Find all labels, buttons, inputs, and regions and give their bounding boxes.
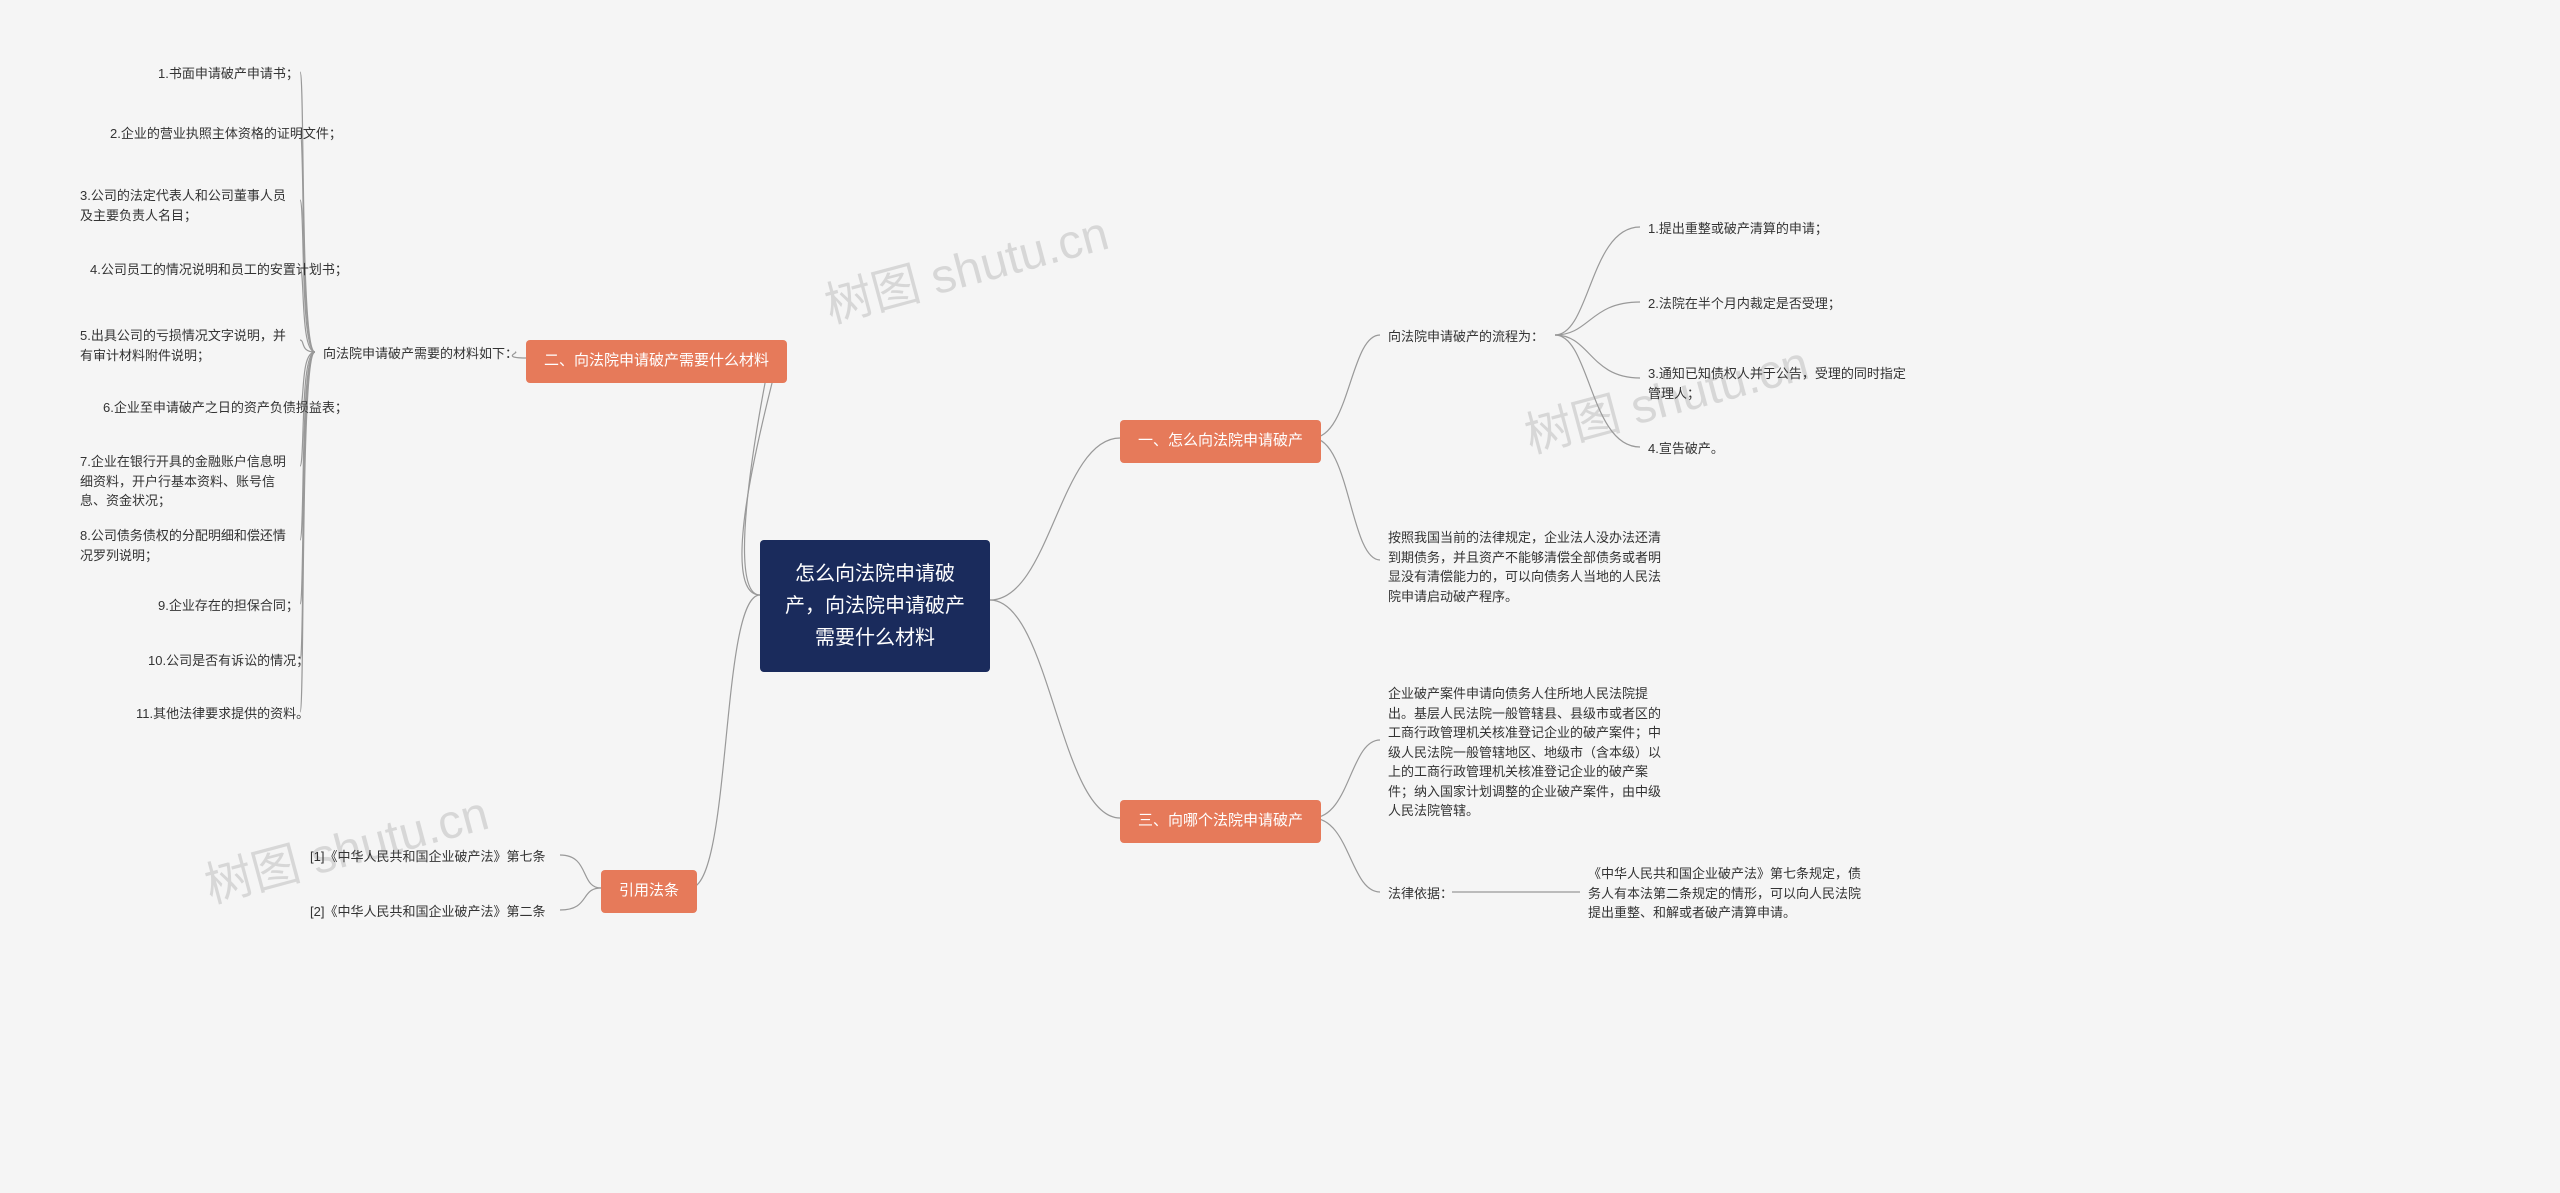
leaf: 5.出具公司的亏损情况文字说明，并有审计材料附件说明； — [72, 322, 302, 369]
leaf: 6.企业至申请破产之日的资产负债损益表； — [95, 394, 356, 422]
branch-1-sub-1[interactable]: 向法院申请破产的流程为： — [1380, 323, 1552, 351]
branch-3-sub-1: 企业破产案件申请向债务人住所地人民法院提出。基层人民法院一般管辖县、县级市或者区… — [1380, 680, 1670, 825]
leaf: 11.其他法律要求提供的资料。 — [128, 700, 317, 728]
leaf: 8.公司债务债权的分配明细和偿还情况罗列说明； — [72, 522, 302, 569]
leaf: 7.企业在银行开具的金融账户信息明细资料，开户行基本资料、账号信息、资金状况； — [72, 448, 302, 515]
branch-2[interactable]: 二、向法院申请破产需要什么材料 — [526, 340, 787, 383]
leaf: 2.法院在半个月内裁定是否受理； — [1640, 290, 1849, 318]
leaf: 9.企业存在的担保合同； — [150, 592, 307, 620]
branch-4-sub-2: [2]《中华人民共和国企业破产法》第二条 — [302, 898, 553, 926]
connectors-svg-2 — [0, 0, 2560, 1193]
leaf: 4.宣告破产。 — [1640, 435, 1732, 463]
watermark: 树图 shutu.cn — [816, 194, 1115, 337]
leaf: 3.通知已知债权人并于公告，受理的同时指定管理人； — [1640, 360, 1920, 407]
root-node[interactable]: 怎么向法院申请破产，向法院申请破产需要什么材料 — [760, 540, 990, 672]
leaf: 10.公司是否有诉讼的情况； — [140, 647, 317, 675]
leaf: 3.公司的法定代表人和公司董事人员及主要负责人名目； — [72, 182, 302, 229]
branch-1[interactable]: 一、怎么向法院申请破产 — [1120, 420, 1321, 463]
branch-4[interactable]: 引用法条 — [601, 870, 697, 913]
branch-4-sub-1: [1]《中华人民共和国企业破产法》第七条 — [302, 843, 553, 871]
branch-2-sub-1[interactable]: 向法院申请破产需要的材料如下： — [315, 340, 526, 368]
leaf: 《中华人民共和国企业破产法》第七条规定，债务人有本法第二条规定的情形，可以向人民… — [1580, 860, 1870, 927]
leaf: 1.提出重整或破产清算的申请； — [1640, 215, 1836, 243]
leaf: 1.书面申请破产申请书； — [150, 60, 307, 88]
branch-3-sub-2[interactable]: 法律依据： — [1380, 880, 1461, 908]
mindmap-canvas: 树图 shutu.cn 树图 shutu.cn 树图 shutu.cn — [0, 0, 2560, 1193]
branch-3[interactable]: 三、向哪个法院申请破产 — [1120, 800, 1321, 843]
branch-1-sub-2: 按照我国当前的法律规定，企业法人没办法还清到期债务，并且资产不能够清偿全部债务或… — [1380, 524, 1670, 610]
leaf: 2.企业的营业执照主体资格的证明文件； — [102, 120, 350, 148]
connectors-svg — [0, 0, 2560, 1193]
leaf: 4.公司员工的情况说明和员工的安置计划书； — [82, 256, 356, 284]
